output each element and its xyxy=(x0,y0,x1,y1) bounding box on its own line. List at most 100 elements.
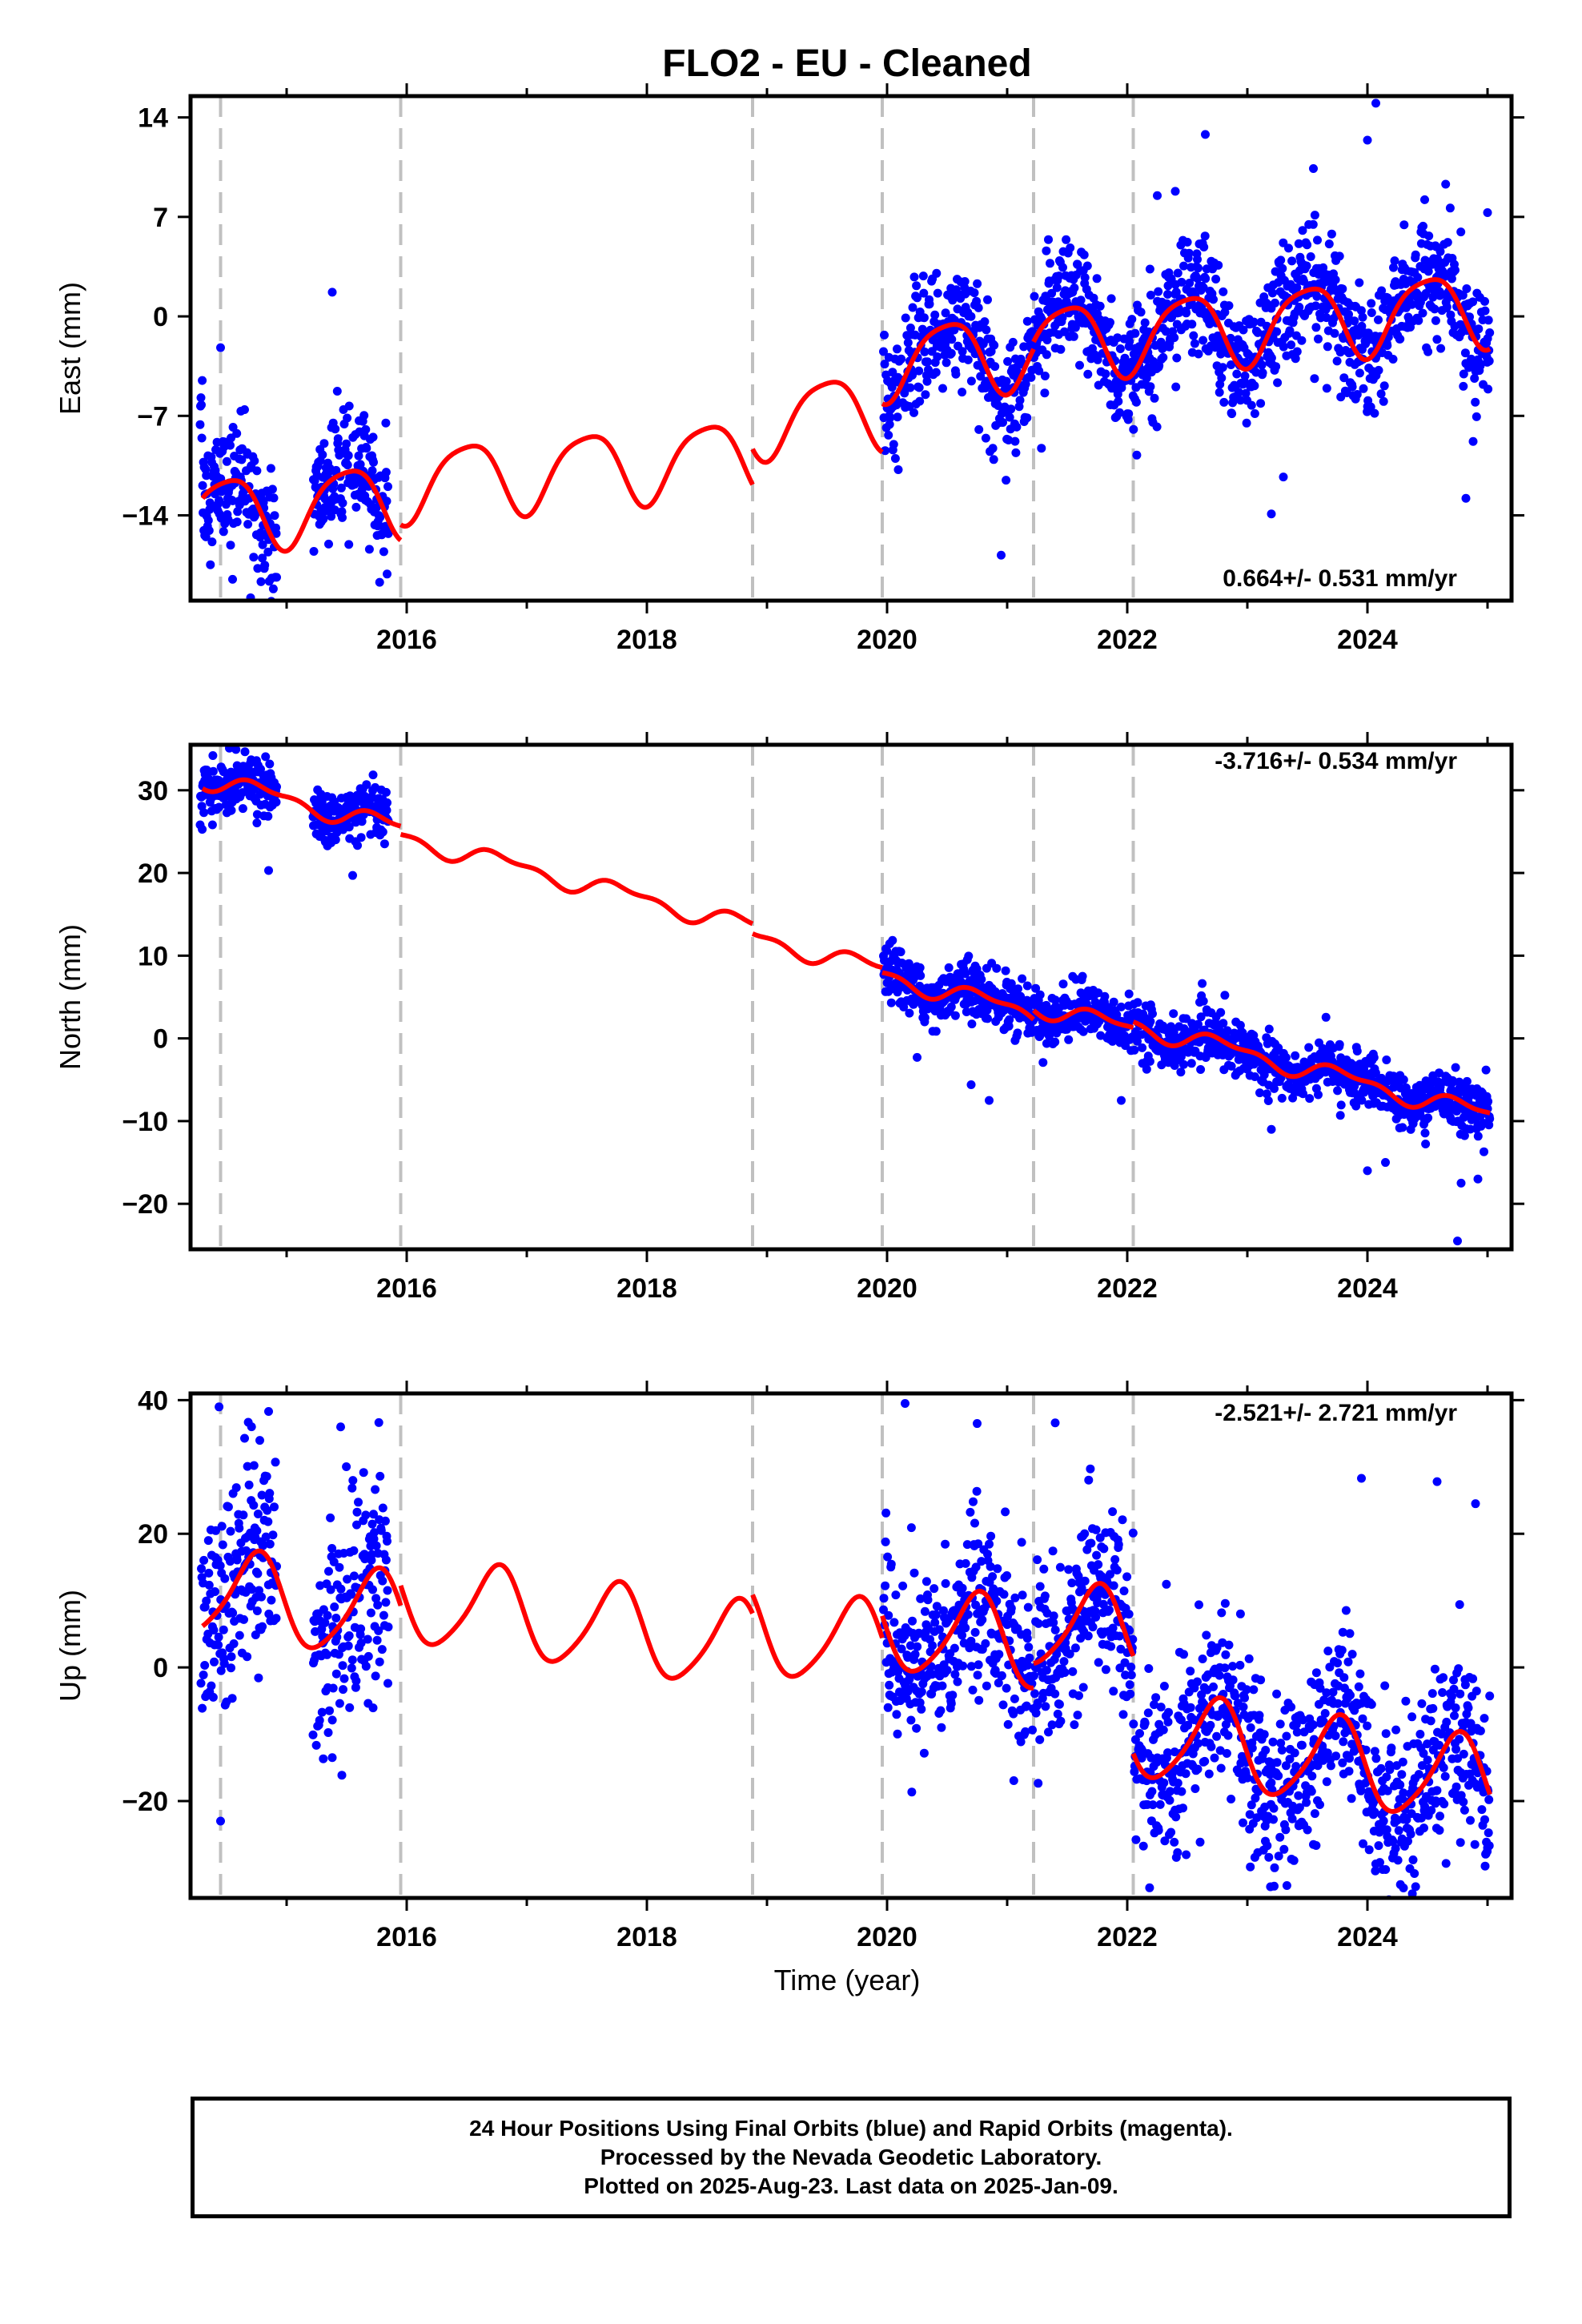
data-point xyxy=(249,1501,259,1510)
data-point xyxy=(254,1673,263,1683)
data-point xyxy=(1193,255,1202,264)
data-point xyxy=(919,313,929,323)
data-point xyxy=(1220,308,1230,317)
data-point xyxy=(885,413,895,423)
data-point xyxy=(311,1740,321,1750)
data-point xyxy=(966,312,976,321)
data-point xyxy=(271,1614,281,1623)
data-point xyxy=(905,1641,915,1651)
data-point xyxy=(904,959,913,968)
data-point xyxy=(347,1483,357,1493)
data-point xyxy=(1060,1668,1070,1677)
data-point xyxy=(1246,1862,1255,1872)
data-point xyxy=(1193,1764,1203,1774)
data-point xyxy=(1084,1475,1094,1485)
data-point xyxy=(1001,1507,1010,1517)
data-point xyxy=(1249,317,1259,327)
data-point xyxy=(1126,1689,1135,1699)
data-point xyxy=(1370,1747,1379,1756)
data-point xyxy=(1186,1667,1195,1676)
data-point xyxy=(1381,1729,1391,1739)
y-tick-label: −10 xyxy=(122,1107,168,1137)
data-point xyxy=(1333,1086,1343,1096)
data-point xyxy=(1124,989,1134,999)
data-point xyxy=(1114,408,1124,417)
data-point xyxy=(1211,275,1221,283)
data-point xyxy=(899,1003,909,1011)
data-point xyxy=(1332,356,1342,366)
data-point xyxy=(1272,327,1282,336)
data-point xyxy=(1070,323,1080,332)
data-point xyxy=(923,357,932,367)
data-point xyxy=(1447,274,1456,283)
data-point xyxy=(1189,331,1199,340)
data-point xyxy=(1146,382,1155,392)
data-point xyxy=(325,1706,334,1715)
data-point xyxy=(1441,1859,1451,1868)
data-point xyxy=(1201,130,1210,139)
data-point xyxy=(214,1640,223,1650)
data-point xyxy=(265,1539,275,1549)
data-point xyxy=(960,277,970,286)
data-point xyxy=(893,412,902,422)
data-point xyxy=(893,344,901,354)
data-point xyxy=(196,1679,206,1688)
data-point xyxy=(981,433,990,443)
data-point xyxy=(1174,308,1184,317)
data-point xyxy=(914,383,924,392)
data-point xyxy=(974,1660,983,1670)
data-point xyxy=(1428,1703,1438,1713)
data-point xyxy=(891,1590,901,1600)
data-point xyxy=(1435,1068,1443,1078)
data-point xyxy=(267,1595,276,1605)
data-point xyxy=(195,420,205,429)
data-point xyxy=(1076,1634,1086,1643)
x-tick-label: 2024 xyxy=(1337,625,1398,655)
data-point xyxy=(907,1787,917,1797)
data-point xyxy=(220,1574,230,1583)
data-point xyxy=(1414,1770,1423,1779)
data-point xyxy=(271,529,281,538)
data-point xyxy=(1423,1113,1433,1123)
data-point xyxy=(264,1609,274,1618)
data-point xyxy=(222,456,231,466)
data-point xyxy=(256,577,266,586)
data-point xyxy=(348,1476,358,1486)
data-point xyxy=(1200,1756,1210,1766)
data-point xyxy=(1148,1800,1158,1810)
data-point xyxy=(1163,1748,1172,1758)
data-point xyxy=(997,550,1006,560)
data-point xyxy=(1037,444,1046,453)
data-point xyxy=(1406,1829,1415,1839)
data-point xyxy=(268,1530,278,1540)
data-point xyxy=(1420,1802,1429,1811)
data-point xyxy=(1311,323,1321,332)
data-point xyxy=(1247,400,1256,410)
data-point xyxy=(1307,1787,1316,1796)
data-point xyxy=(1468,436,1478,446)
data-point xyxy=(917,1704,926,1714)
data-point xyxy=(982,325,991,335)
data-point xyxy=(335,1699,344,1708)
data-point xyxy=(930,310,940,320)
data-point xyxy=(1056,1716,1066,1726)
data-point xyxy=(1170,333,1179,343)
data-point xyxy=(1095,301,1105,311)
data-point xyxy=(1079,250,1089,259)
data-point xyxy=(983,1014,992,1023)
data-point xyxy=(1017,1538,1026,1547)
data-point xyxy=(1320,1709,1330,1718)
x-tick-label: 2022 xyxy=(1097,625,1158,655)
data-point xyxy=(1106,294,1116,304)
data-point xyxy=(1308,1720,1318,1730)
data-point xyxy=(1424,231,1434,241)
data-point xyxy=(1387,1743,1396,1753)
data-point xyxy=(983,1550,992,1559)
model-line xyxy=(399,424,755,529)
data-point xyxy=(375,1471,385,1481)
data-point xyxy=(218,1540,227,1550)
data-point xyxy=(347,1655,357,1665)
data-point xyxy=(1101,1665,1110,1675)
data-point xyxy=(1395,1780,1405,1790)
data-point xyxy=(1080,1576,1090,1586)
